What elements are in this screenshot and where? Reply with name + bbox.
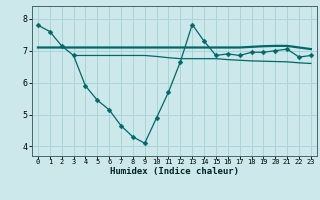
- X-axis label: Humidex (Indice chaleur): Humidex (Indice chaleur): [110, 167, 239, 176]
